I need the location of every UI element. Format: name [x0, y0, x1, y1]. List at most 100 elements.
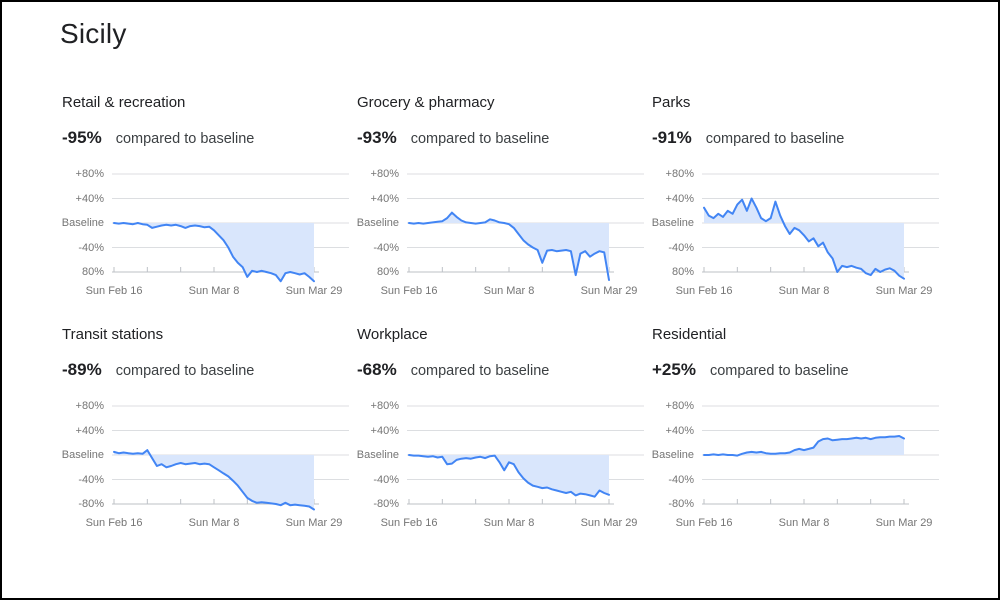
headline-value: -91% — [652, 128, 692, 147]
mobility-area-chart — [407, 405, 644, 505]
y-tick-label: +80% — [75, 400, 104, 412]
headline-value: -89% — [62, 360, 102, 379]
headline-caption: compared to baseline — [705, 131, 845, 147]
chart-svg-wrap — [407, 164, 644, 291]
y-tick-label: +40% — [665, 192, 694, 205]
y-tick-label: +40% — [370, 424, 399, 437]
headline-caption: compared to baseline — [709, 363, 849, 379]
y-tick-label: +80% — [665, 400, 694, 412]
headline-caption: compared to baseline — [115, 363, 255, 379]
x-axis-labels: Sun Feb 16 Sun Mar 8 Sun Mar 29 — [86, 517, 349, 532]
headline-stat: -95% compared to baseline — [62, 128, 355, 148]
y-axis-labels: +80% +40% Baseline -40% -80% — [355, 396, 403, 518]
headline-caption: compared to baseline — [410, 131, 550, 147]
chart-card-parks: Parks -91% compared to baseline +80% +40% Bas… — [650, 94, 945, 301]
y-tick-label: -40% — [668, 473, 694, 486]
x-axis-labels: Sun Feb 16 Sun Mar 8 Sun Mar 29 — [381, 517, 644, 532]
y-tick-label: -80% — [373, 498, 399, 510]
x-tick-label: Sun Mar 8 — [778, 517, 830, 529]
mobility-area-chart — [112, 173, 349, 283]
x-tick-label: Sun Mar 8 — [778, 285, 830, 297]
y-tick-label: +80% — [75, 168, 104, 180]
chart-svg-wrap — [702, 164, 939, 291]
y-axis-labels: +80% +40% Baseline -40% 80% — [60, 164, 108, 286]
chart-svg-wrap — [112, 164, 349, 291]
y-tick-label: -80% — [78, 498, 104, 510]
headline-value: -68% — [357, 360, 397, 379]
x-tick-label: Sun Mar 29 — [875, 517, 933, 529]
x-tick-label: Sun Feb 16 — [675, 517, 733, 529]
headline-value: -93% — [357, 128, 397, 147]
x-tick-label: Sun Feb 16 — [675, 285, 733, 297]
y-tick-label: 80% — [376, 266, 399, 278]
mobility-area-chart — [702, 173, 939, 280]
y-tick-label: -40% — [668, 241, 694, 254]
area-fill — [409, 212, 609, 280]
area-fill — [704, 198, 904, 279]
y-tick-label: -40% — [373, 241, 399, 254]
chart-card-grocery-pharmacy: Grocery & pharmacy -93% compared to baseli… — [355, 94, 650, 301]
y-tick-label: Baseline — [356, 217, 399, 229]
chart-title: Retail & recreation — [62, 94, 186, 111]
y-axis-labels: +80% +40% Baseline -40% 80% — [650, 164, 698, 286]
chart-card-residential: Residential +25% compared to baseline +80% +… — [650, 326, 945, 533]
headline-stat: -91% compared to baseline — [652, 128, 945, 148]
y-axis-labels: +80% +40% Baseline -40% -80% — [650, 396, 698, 518]
y-tick-label: -40% — [78, 241, 104, 254]
area-fill — [114, 223, 314, 282]
chart-title: Transit stations — [62, 326, 164, 343]
plot-area: +80% +40% Baseline -40% 80% Sun Feb 16 Sun Mar… — [650, 164, 945, 302]
y-tick-label: Baseline — [356, 449, 399, 461]
x-tick-label: Sun Mar 8 — [188, 285, 240, 297]
x-tick-label: Sun Mar 29 — [285, 517, 343, 529]
x-tick-label: Sun Mar 29 — [875, 285, 933, 297]
y-tick-label: 80% — [81, 266, 104, 278]
headline-stat: +25% compared to baseline — [652, 360, 945, 380]
plot-area: +80% +40% Baseline -40% 80% Sun Feb 16 Sun Mar… — [60, 164, 355, 302]
y-tick-label: +80% — [370, 168, 399, 180]
headline-value: -95% — [62, 128, 102, 147]
trend-line — [408, 454, 610, 498]
headline-stat: -93% compared to baseline — [357, 128, 650, 148]
y-tick-label: +80% — [665, 168, 694, 180]
chart-title: Workplace — [357, 326, 428, 343]
x-tick-label: Sun Feb 16 — [380, 517, 438, 529]
chart-svg-wrap — [407, 396, 644, 523]
chart-svg-wrap — [112, 396, 349, 523]
y-tick-label: +80% — [370, 400, 399, 412]
x-tick-label: Sun Feb 16 — [85, 517, 143, 529]
trend-line — [703, 197, 905, 280]
x-tick-label: Sun Mar 29 — [580, 517, 638, 529]
headline-caption: compared to baseline — [410, 363, 550, 379]
y-tick-label: +40% — [370, 192, 399, 205]
chart-title: Parks — [652, 94, 691, 111]
trend-line — [703, 435, 905, 457]
x-tick-label: Sun Mar 8 — [188, 517, 240, 529]
trend-line — [408, 211, 610, 281]
x-tick-label: Sun Mar 29 — [580, 285, 638, 297]
plot-area: +80% +40% Baseline -40% 80% Sun Feb 16 Sun Mar… — [355, 164, 650, 302]
y-tick-label: -40% — [78, 473, 104, 486]
plot-area: +80% +40% Baseline -40% -80% Sun Feb 16 Sun Ma… — [650, 396, 945, 534]
x-tick-label: Sun Feb 16 — [85, 285, 143, 297]
x-axis-labels: Sun Feb 16 Sun Mar 8 Sun Mar 29 — [381, 285, 644, 300]
trend-line — [113, 449, 315, 511]
y-tick-label: Baseline — [61, 217, 104, 229]
x-tick-label: Sun Feb 16 — [380, 285, 438, 297]
x-tick-label: Sun Mar 8 — [483, 517, 535, 529]
mobility-area-chart — [407, 173, 644, 281]
x-tick-label: Sun Mar 8 — [483, 285, 535, 297]
page-title: Sicily — [60, 18, 127, 49]
headline-caption: compared to baseline — [115, 131, 255, 147]
area-fill — [704, 436, 904, 456]
y-tick-label: +40% — [75, 424, 104, 437]
plot-area: +80% +40% Baseline -40% -80% Sun Feb 16 Sun Ma… — [355, 396, 650, 534]
y-tick-label: 80% — [671, 266, 694, 278]
mobility-area-chart — [112, 405, 349, 511]
trend-line — [113, 222, 315, 283]
y-axis-labels: +80% +40% Baseline -40% -80% — [60, 396, 108, 518]
x-axis-labels: Sun Feb 16 Sun Mar 8 Sun Mar 29 — [86, 285, 349, 300]
y-tick-label: Baseline — [651, 217, 694, 229]
x-axis-labels: Sun Feb 16 Sun Mar 8 Sun Mar 29 — [676, 285, 939, 300]
